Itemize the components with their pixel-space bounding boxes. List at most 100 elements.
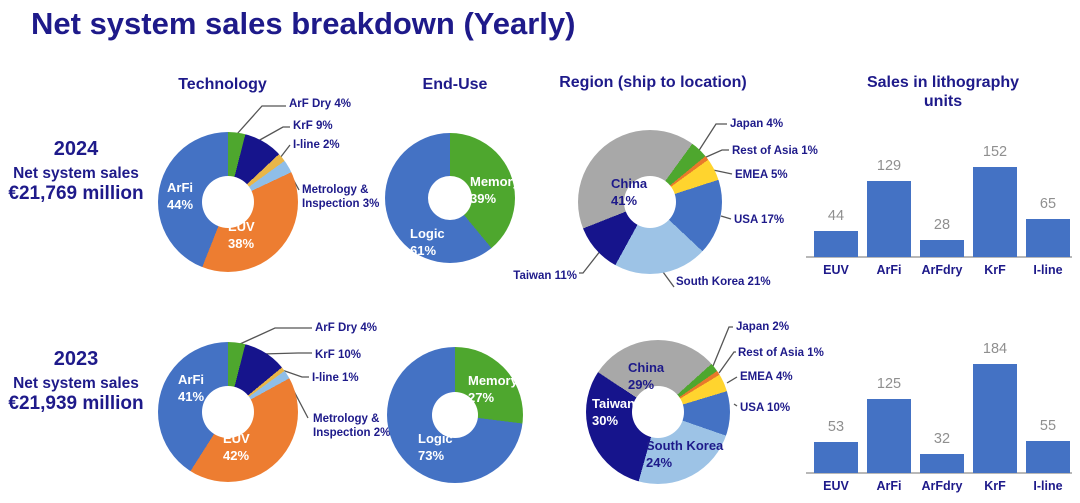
column-header-technology: Technology <box>178 76 267 93</box>
leader-line <box>662 271 675 288</box>
net-system-sales-amount: €21,939 million <box>8 393 144 414</box>
pie-technology-2024 <box>158 132 298 272</box>
bar-litho-units-2024-krf <box>973 167 1017 257</box>
bar-category-label: I-line <box>1033 479 1063 493</box>
leader-line <box>579 249 602 274</box>
bar-value-label: 44 <box>827 208 845 224</box>
pie-region-2023 <box>586 340 730 484</box>
pie-callout-label-usa: USA 10% <box>740 402 791 414</box>
pie-slice-label-taiwan: Taiwan 30% <box>592 396 636 428</box>
bar-litho-units-2023-i-line <box>1026 441 1070 473</box>
pie-end-use-2024 <box>385 133 515 263</box>
net-system-sales-label: Net system sales <box>13 165 139 182</box>
pie-callout-label-usa: USA 17% <box>734 214 785 226</box>
pie-callout-label-emea: EMEA 5% <box>735 169 788 181</box>
pie-region-2024 <box>578 130 722 274</box>
bar-category-label: KrF <box>984 263 1006 277</box>
bar-value-label: 53 <box>827 419 845 435</box>
bar-litho-units-2024-arfdry <box>920 240 964 257</box>
pie-callout-label-krf: KrF 9% <box>293 120 333 132</box>
pie-callout-label-japan: Japan 2% <box>736 321 790 333</box>
pie-callout-label-rest-of-asia: Rest of Asia 1% <box>732 145 818 157</box>
pie-slice-label-memory: Memory 27% <box>468 373 518 405</box>
pie-callout-label-taiwan: Taiwan 11% <box>513 270 577 282</box>
bar-litho-units-2023-krf <box>973 364 1017 473</box>
bar-axis-litho-units-2024 <box>806 256 1072 258</box>
bar-category-label: EUV <box>823 479 849 493</box>
leader-line <box>712 326 733 367</box>
bar-value-label: 125 <box>876 376 902 392</box>
bar-value-label: 184 <box>982 341 1008 357</box>
bar-litho-units-2023-euv <box>814 442 858 473</box>
donut-hole <box>202 176 254 228</box>
pie-slice-label-south-korea: South Korea 24% <box>646 438 724 470</box>
pie-callout-label-i-line: I-line 2% <box>293 139 340 151</box>
pie-callout-label-rest-of-asia: Rest of Asia 1% <box>738 347 824 359</box>
bar-litho-units-2024-i-line <box>1026 219 1070 257</box>
leader-line <box>726 376 738 384</box>
leader-line <box>236 105 286 135</box>
leader-line <box>261 352 312 355</box>
bar-axis-litho-units-2023 <box>806 472 1072 474</box>
pie-slice-label-china: China 41% <box>611 176 648 208</box>
bar-value-label: 152 <box>982 144 1008 160</box>
pie-slice-label-euv: EUV 42% <box>223 431 250 463</box>
pie-end-use-2023 <box>387 347 523 483</box>
bar-category-label: ArFi <box>876 263 902 277</box>
donut-hole <box>632 386 684 438</box>
net-system-sales-amount: €21,769 million <box>8 183 144 204</box>
column-header-litho-units: Sales in lithography units <box>866 74 1020 110</box>
donut-hole <box>432 392 478 438</box>
year-block-2023: 2023 Net system sales €21,939 million <box>2 348 150 415</box>
pie-slice-label-logic: Logic 73% <box>418 431 453 463</box>
column-header-end-use: End-Use <box>422 76 488 93</box>
pie-slice-label-china: China 29% <box>628 360 665 392</box>
bar-category-label: KrF <box>984 479 1006 493</box>
bar-category-label: ArFdry <box>921 263 963 277</box>
pie-slice-label-logic: Logic 61% <box>410 226 445 258</box>
year-label: 2024 <box>53 138 99 160</box>
leader-line <box>703 149 729 159</box>
pie-callout-label-metrology-inspection: Metrology & Inspection 3% <box>302 184 380 210</box>
pie-callout-label-arf-dry: ArF Dry 4% <box>289 98 351 110</box>
bar-litho-units-2024-arfi <box>867 181 911 257</box>
pie-slice-label-euv: EUV 38% <box>228 219 255 251</box>
bar-litho-units-2023-arfdry <box>920 454 964 473</box>
donut-hole <box>428 176 472 220</box>
bar-value-label: 55 <box>1039 418 1057 434</box>
leader-line <box>718 351 736 374</box>
pie-callout-label-i-line: I-line 1% <box>312 372 359 384</box>
pie-callout-label-south-korea: South Korea 21% <box>676 276 771 288</box>
bar-category-label: EUV <box>823 263 849 277</box>
column-header-region: Region (ship to location) <box>559 74 747 91</box>
bar-value-label: 65 <box>1039 196 1057 212</box>
bar-litho-units-2023-arfi <box>867 399 911 473</box>
pie-callout-label-arf-dry: ArF Dry 4% <box>315 322 377 334</box>
leader-line <box>239 327 312 345</box>
page-title: Net system sales breakdown (Yearly) <box>31 6 576 41</box>
pie-callout-label-emea: EMEA 4% <box>740 371 793 383</box>
pie-callout-label-krf: KrF 10% <box>315 349 362 361</box>
leader-line <box>733 403 738 407</box>
bar-category-label: I-line <box>1033 263 1063 277</box>
leader-line <box>720 215 732 220</box>
pie-slice-label-arfi: ArFi 44% <box>167 180 194 212</box>
bar-value-label: 32 <box>933 431 951 447</box>
pie-callout-label-japan: Japan 4% <box>730 118 784 130</box>
leader-line <box>697 123 727 153</box>
pie-slice-label-memory: Memory 39% <box>470 174 520 206</box>
donut-hole <box>624 176 676 228</box>
year-block-2024: 2024 Net system sales €21,769 million <box>2 138 150 205</box>
pie-slice-label-arfi: ArFi 41% <box>178 372 205 404</box>
bar-value-label: 28 <box>933 217 951 233</box>
bar-category-label: ArFdry <box>921 479 963 493</box>
pie-technology-2023 <box>158 342 298 482</box>
bar-value-label: 129 <box>876 158 902 174</box>
bar-category-label: ArFi <box>876 479 902 493</box>
pie-callout-label-metrology-inspection: Metrology & Inspection 2% <box>313 413 391 439</box>
leader-line <box>257 126 290 142</box>
bar-litho-units-2024-euv <box>814 231 858 257</box>
donut-hole <box>202 386 254 438</box>
net-system-sales-label: Net system sales <box>13 375 139 392</box>
